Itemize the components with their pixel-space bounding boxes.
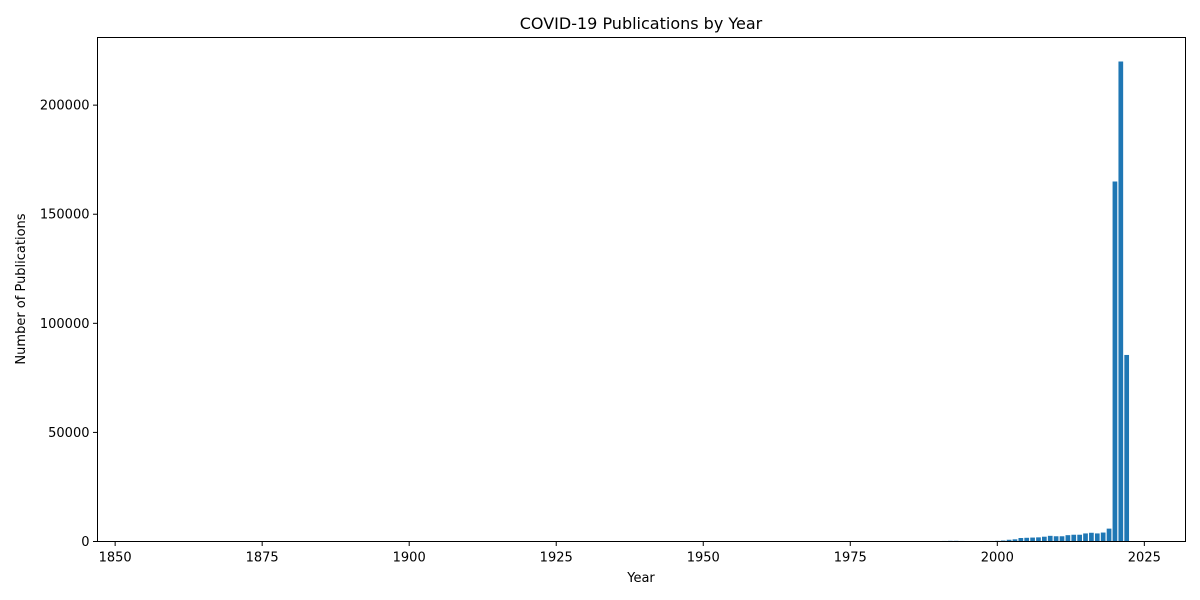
bar-2002 [1006,539,1012,542]
bar-2012 [1065,535,1071,542]
x-tick-label: 1925 [540,551,573,566]
bar-2017 [1094,533,1100,542]
y-axis-ticks: 0 50000 100000 150000 200000 [40,99,98,550]
x-tick-label: 1900 [393,551,426,566]
y-tick-label: 200000 [40,99,90,114]
bar-2011 [1059,536,1065,542]
bar-2010 [1053,536,1059,542]
x-tick-label: 2025 [1128,551,1161,566]
y-tick-label: 50000 [48,426,89,441]
plot-frame [97,37,1186,542]
bar-2019 [1106,528,1112,542]
bar-2005 [1024,537,1030,542]
chart-title: COVID-19 Publications by Year [520,14,763,33]
bar-2021 [1118,61,1124,542]
bar-2003 [1012,539,1018,542]
bar-2008 [1042,536,1047,542]
x-axis-label: Year [626,571,655,586]
bar-2016 [1089,532,1094,542]
bar-2020 [1112,181,1118,542]
bar-2022 [1124,354,1130,542]
y-tick-label: 100000 [40,317,90,332]
bar-2014 [1077,534,1082,542]
y-tick-label: 0 [81,535,89,550]
y-axis-label: Number of Publications [14,213,29,364]
y-tick-label: 150000 [40,208,90,223]
bar-2013 [1071,534,1077,542]
bar-2009 [1047,535,1053,542]
bars-layer [936,61,1130,542]
bar-2007 [1036,537,1041,542]
bar-2018 [1100,532,1106,542]
x-tick-label: 1850 [99,551,132,566]
x-tick-label: 1875 [246,551,279,566]
x-tick-label: 1975 [834,551,867,566]
bar-2004 [1018,538,1024,542]
bar-2015 [1083,533,1088,542]
bar-2006 [1030,537,1035,542]
x-axis-ticks: 1850 1875 1900 1925 1950 1975 2000 2025 [99,541,1161,566]
x-tick-label: 2000 [981,551,1014,566]
x-tick-label: 1950 [687,551,720,566]
